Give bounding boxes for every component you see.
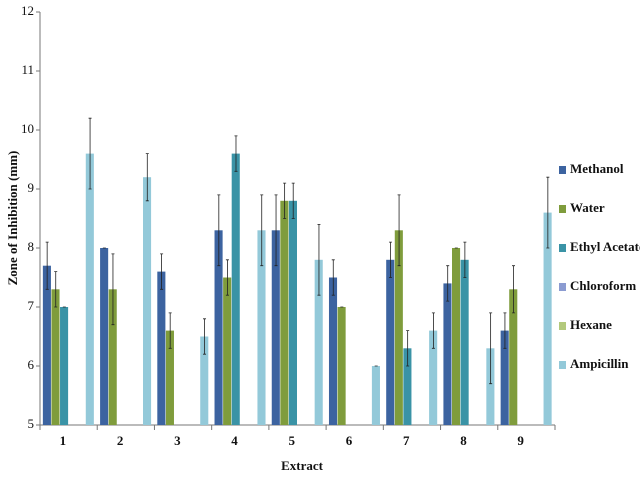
bar bbox=[223, 277, 232, 425]
y-tick-label: 11 bbox=[21, 62, 34, 77]
bar bbox=[543, 212, 552, 425]
x-tick-label: 1 bbox=[60, 433, 67, 448]
error-bar bbox=[274, 194, 278, 267]
legend-label: Chloroform bbox=[570, 278, 636, 293]
bar bbox=[85, 153, 94, 425]
error-bar bbox=[546, 176, 550, 249]
bar bbox=[443, 283, 452, 425]
bar bbox=[314, 259, 323, 425]
error-bar bbox=[145, 153, 149, 202]
x-tick-label: 3 bbox=[174, 433, 181, 448]
y-tick-label: 10 bbox=[21, 121, 34, 136]
error-bar bbox=[406, 330, 410, 367]
legend-label: Methanol bbox=[570, 161, 624, 176]
bar bbox=[280, 200, 289, 425]
error-bar bbox=[260, 194, 264, 267]
bar bbox=[337, 307, 346, 425]
legend-swatch bbox=[559, 205, 566, 213]
y-tick-label: 5 bbox=[28, 416, 35, 431]
error-bar bbox=[203, 318, 207, 355]
y-tick-label: 6 bbox=[28, 357, 35, 372]
legend-label: Hexane bbox=[570, 317, 612, 332]
y-tick-label: 9 bbox=[28, 180, 35, 195]
error-bar bbox=[489, 312, 493, 385]
error-bar bbox=[225, 259, 229, 296]
error-bar bbox=[88, 117, 92, 190]
x-tick-label: 9 bbox=[517, 433, 524, 448]
bar bbox=[165, 330, 174, 425]
error-bar bbox=[234, 135, 238, 172]
bar bbox=[108, 289, 117, 425]
bar bbox=[257, 230, 266, 425]
error-bar bbox=[160, 253, 164, 290]
x-tick-label: 8 bbox=[460, 433, 467, 448]
x-tick-label: 6 bbox=[346, 433, 353, 448]
bar bbox=[214, 230, 223, 425]
x-axis-label: Extract bbox=[281, 458, 324, 473]
bar bbox=[486, 348, 495, 425]
error-bar bbox=[217, 194, 221, 267]
bar bbox=[371, 366, 380, 425]
error-bar bbox=[317, 224, 321, 296]
bar bbox=[509, 289, 518, 425]
legend-swatch bbox=[559, 244, 566, 252]
error-bar bbox=[503, 312, 507, 349]
bar bbox=[231, 153, 240, 425]
bar bbox=[429, 330, 438, 425]
legend-swatch bbox=[559, 322, 566, 330]
bar bbox=[51, 289, 60, 425]
error-bar bbox=[54, 271, 58, 308]
bar bbox=[143, 177, 152, 425]
bar bbox=[200, 336, 209, 425]
bar bbox=[60, 307, 69, 425]
error-bar bbox=[463, 241, 467, 278]
legend-label: Ampicillin bbox=[570, 356, 629, 371]
legend-swatch bbox=[559, 283, 566, 291]
error-bar bbox=[111, 253, 115, 326]
bar bbox=[460, 259, 469, 425]
bar bbox=[288, 200, 297, 425]
bar bbox=[394, 230, 403, 425]
x-tick-label: 7 bbox=[403, 433, 410, 448]
bar bbox=[42, 265, 51, 425]
legend-swatch bbox=[559, 361, 566, 369]
error-bar bbox=[431, 312, 435, 349]
bar bbox=[500, 330, 509, 425]
y-tick-label: 7 bbox=[28, 298, 35, 313]
x-tick-label: 5 bbox=[289, 433, 296, 448]
x-tick-label: 2 bbox=[117, 433, 124, 448]
legend-label: Ethyl Acetate bbox=[570, 239, 640, 254]
legend-swatch bbox=[559, 166, 566, 174]
bar bbox=[100, 248, 109, 425]
x-tick-label: 4 bbox=[231, 433, 238, 448]
y-tick-label: 12 bbox=[21, 3, 34, 18]
error-bar bbox=[45, 241, 49, 290]
bar bbox=[386, 259, 395, 425]
error-bar bbox=[331, 259, 335, 296]
bar bbox=[452, 248, 461, 425]
error-bar bbox=[283, 182, 287, 219]
y-tick-label: 8 bbox=[28, 239, 35, 254]
error-bar bbox=[446, 265, 450, 302]
bar bbox=[403, 348, 412, 425]
bar bbox=[328, 277, 338, 425]
legend-label: Water bbox=[570, 200, 605, 215]
error-bar bbox=[388, 241, 392, 278]
error-bar bbox=[512, 265, 516, 314]
y-axis-label: Zone of Inhibition (mm) bbox=[5, 151, 20, 286]
bar bbox=[271, 230, 280, 425]
bar bbox=[157, 271, 166, 425]
error-bar bbox=[168, 312, 172, 349]
error-bar bbox=[291, 182, 295, 219]
error-bar bbox=[397, 194, 401, 267]
